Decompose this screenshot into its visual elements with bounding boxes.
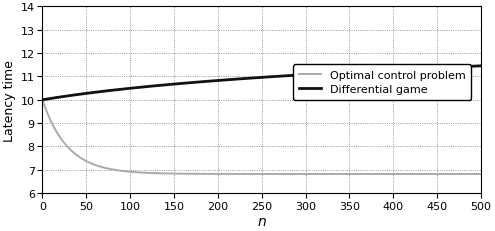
Differential game [207, 80, 213, 83]
Differential game [227, 79, 233, 82]
Differential game [422, 68, 428, 70]
Differential game [90, 92, 96, 94]
Line: Differential game: Differential game [43, 67, 481, 100]
Differential game [115, 89, 121, 91]
Optimal control problem [207, 173, 213, 176]
Optimal control problem [227, 173, 233, 176]
Optimal control problem [469, 173, 475, 176]
X-axis label: n: n [257, 214, 266, 228]
Legend: Optimal control problem, Differential game: Optimal control problem, Differential ga… [293, 65, 471, 100]
Differential game [469, 66, 475, 68]
Differential game [478, 65, 484, 68]
Optimal control problem [90, 163, 96, 166]
Optimal control problem [40, 99, 46, 102]
Y-axis label: Latency time: Latency time [3, 60, 16, 141]
Optimal control problem [478, 173, 484, 176]
Line: Optimal control problem: Optimal control problem [43, 100, 481, 174]
Differential game [40, 99, 46, 102]
Optimal control problem [422, 173, 428, 176]
Optimal control problem [115, 169, 121, 172]
